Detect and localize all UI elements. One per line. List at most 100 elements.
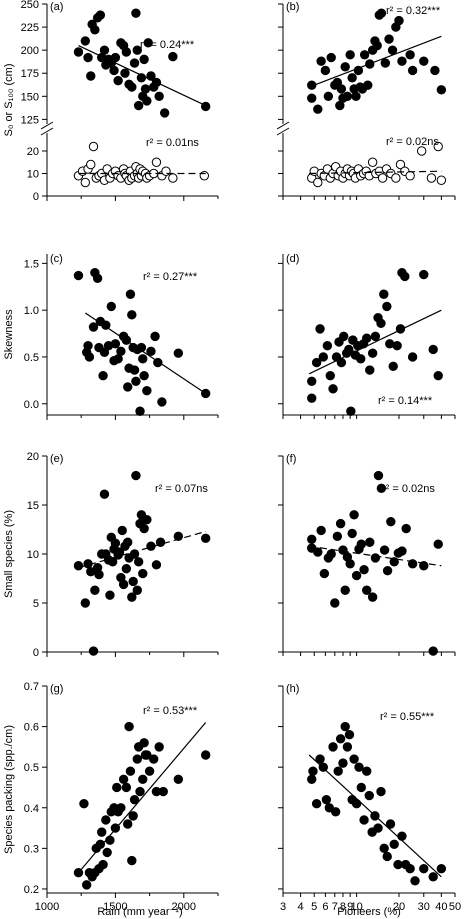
open-data-point xyxy=(313,177,323,188)
data-point xyxy=(129,794,140,805)
data-point xyxy=(349,754,359,764)
data-point xyxy=(336,84,347,94)
data-point xyxy=(365,365,375,375)
r-squared-annotation: r² = 0.53*** xyxy=(143,705,198,717)
y-tick-label: 150 xyxy=(21,91,39,103)
open-data-point xyxy=(168,173,178,183)
data-point xyxy=(142,515,152,525)
data-point xyxy=(173,348,184,358)
data-point xyxy=(400,271,410,282)
dashed-regression-line xyxy=(309,170,442,175)
data-point xyxy=(128,576,138,587)
data-point xyxy=(319,568,330,579)
data-point xyxy=(142,385,152,396)
open-data-point xyxy=(86,159,96,170)
data-point xyxy=(320,65,331,76)
data-point xyxy=(428,344,438,355)
data-point xyxy=(150,331,160,342)
r-squared-annotation: r² = 0.01ns xyxy=(146,137,199,149)
data-point xyxy=(362,585,372,595)
data-point xyxy=(90,25,100,35)
y-tick-label: 10 xyxy=(27,549,39,561)
data-point xyxy=(307,774,317,785)
data-point xyxy=(116,803,126,813)
regression-line xyxy=(78,722,207,874)
x-tick-label: 9 xyxy=(347,901,353,913)
data-point xyxy=(384,34,394,44)
data-point xyxy=(132,754,142,764)
data-point xyxy=(376,786,386,797)
data-point xyxy=(99,45,110,55)
data-point xyxy=(382,565,393,576)
data-point xyxy=(132,585,142,595)
data-point xyxy=(86,71,96,81)
data-point xyxy=(392,341,402,351)
data-point xyxy=(113,75,123,86)
data-point xyxy=(344,344,354,355)
x-tick-label: 40 xyxy=(435,901,447,913)
data-point xyxy=(94,569,104,580)
data-point xyxy=(419,863,429,874)
data-point xyxy=(146,346,156,357)
data-point xyxy=(151,560,162,570)
data-point xyxy=(124,721,134,732)
data-point xyxy=(83,52,93,63)
data-point xyxy=(118,774,129,785)
data-point xyxy=(95,839,106,849)
data-point xyxy=(410,876,420,886)
data-point xyxy=(131,8,141,18)
data-point xyxy=(139,523,149,534)
data-point xyxy=(315,754,325,764)
data-point xyxy=(79,799,89,809)
data-point xyxy=(149,754,159,764)
data-point xyxy=(338,758,348,768)
y-tick-label: 125 xyxy=(21,114,39,126)
data-point xyxy=(101,320,111,330)
data-point xyxy=(80,598,91,608)
data-point xyxy=(133,557,144,567)
data-point xyxy=(102,847,112,858)
data-point xyxy=(106,301,116,312)
data-point xyxy=(138,354,148,364)
data-point xyxy=(127,592,137,602)
data-point xyxy=(370,553,381,563)
data-point xyxy=(356,782,367,793)
data-point xyxy=(419,269,429,280)
panel-label: (c) xyxy=(50,253,63,265)
regression-line xyxy=(308,754,442,878)
panel-d: (d) r² = 0.14*** xyxy=(278,253,456,419)
y-axis-title: Skewness xyxy=(3,309,15,360)
data-point xyxy=(73,47,84,57)
data-point xyxy=(364,790,374,801)
data-point xyxy=(345,559,355,569)
data-point xyxy=(359,50,370,60)
data-point xyxy=(333,766,343,776)
y-tick-label: 1.0 xyxy=(24,305,39,317)
axis-break-mark xyxy=(40,127,54,136)
data-point xyxy=(125,289,136,299)
data-point xyxy=(436,85,447,95)
y-tick-label: 0.0 xyxy=(24,399,39,411)
data-point xyxy=(105,590,115,600)
data-point xyxy=(376,483,387,494)
data-point xyxy=(159,108,170,118)
data-point xyxy=(372,40,382,51)
data-point xyxy=(318,352,329,362)
y-tick-label: 0 xyxy=(33,191,39,203)
r-squared-annotation: r² = 0.32*** xyxy=(386,5,441,17)
data-point xyxy=(405,863,415,874)
y-tick-label: 1.5 xyxy=(24,258,39,270)
open-data-point xyxy=(151,157,162,167)
y-axis-title: Species packing (spp./cm) xyxy=(3,725,15,854)
y-tick-label: 250 xyxy=(21,0,39,11)
data-point xyxy=(135,786,145,797)
data-point xyxy=(132,45,142,55)
data-point xyxy=(347,528,357,539)
data-point xyxy=(367,592,378,602)
data-point xyxy=(326,52,336,63)
data-point xyxy=(380,58,391,68)
data-point xyxy=(433,370,443,381)
data-point xyxy=(326,549,336,559)
data-point xyxy=(332,531,343,542)
